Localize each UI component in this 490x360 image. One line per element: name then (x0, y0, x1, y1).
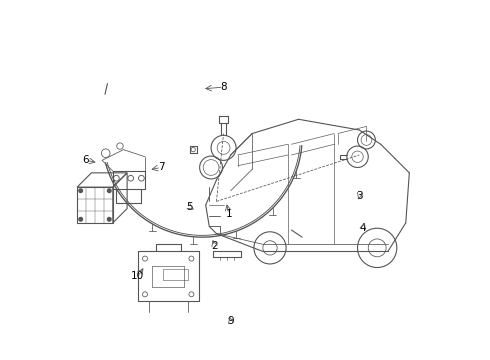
Text: 7: 7 (158, 162, 164, 172)
Text: 3: 3 (356, 191, 363, 201)
Circle shape (107, 189, 111, 193)
Circle shape (79, 189, 82, 193)
Text: 10: 10 (131, 271, 145, 282)
Bar (77, 187, 113, 223)
Text: 5: 5 (186, 202, 193, 212)
Text: 4: 4 (360, 223, 366, 233)
Text: 9: 9 (227, 316, 234, 326)
Text: 8: 8 (220, 82, 227, 92)
Text: 1: 1 (225, 209, 232, 219)
Text: 2: 2 (211, 241, 218, 251)
Circle shape (79, 217, 82, 221)
Text: 6: 6 (83, 156, 89, 165)
Circle shape (107, 217, 111, 221)
